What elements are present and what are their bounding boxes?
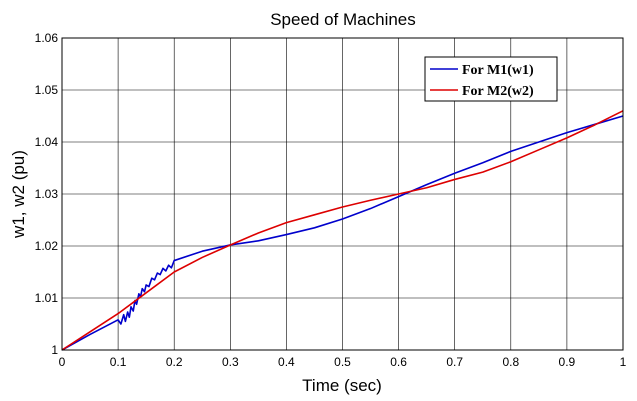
x-tick-label: 0 [59,355,66,369]
x-tick-label: 0.2 [166,355,183,369]
plot-border [61,37,624,351]
y-tick-label: 1.02 [35,239,59,253]
x-tick-label: 0.4 [278,355,295,369]
y-tick-label: 1.06 [35,31,59,45]
legend-box [424,56,558,102]
legend-label-m1: For M1(w1) [462,63,534,78]
series-lines [61,110,624,351]
y-tick-label: 1 [51,343,58,357]
legend: For M1(w1) For M2(w2) [424,56,558,102]
series-line-m2 [61,110,624,351]
chart-title: Speed of Machines [270,10,416,29]
y-tick-label: 1.03 [35,187,59,201]
x-tick-label: 0.1 [110,355,127,369]
x-tick-label: 1 [620,355,627,369]
x-axis-label: Time (sec) [302,376,382,395]
x-tick-label: 0.6 [390,355,407,369]
y-axis-label: w1, w2 (pu) [9,150,28,239]
x-tick-label: 0.7 [446,355,463,369]
y-tick-label: 1.04 [35,135,59,149]
x-tick-labels: 0 0.1 0.2 0.3 0.4 0.5 0.6 0.7 0.8 0.9 1 [59,355,627,369]
legend-label-m2: For M2(w2) [462,84,534,99]
x-tick-label: 0.5 [334,355,351,369]
x-tick-label: 0.9 [559,355,576,369]
x-tick-label: 0.3 [222,355,239,369]
y-tick-label: 1.01 [35,291,59,305]
y-tick-labels: 1 1.01 1.02 1.03 1.04 1.05 1.06 [35,31,59,357]
series-line-m1 [61,115,624,351]
x-tick-label: 0.8 [502,355,519,369]
y-tick-label: 1.05 [35,83,59,97]
